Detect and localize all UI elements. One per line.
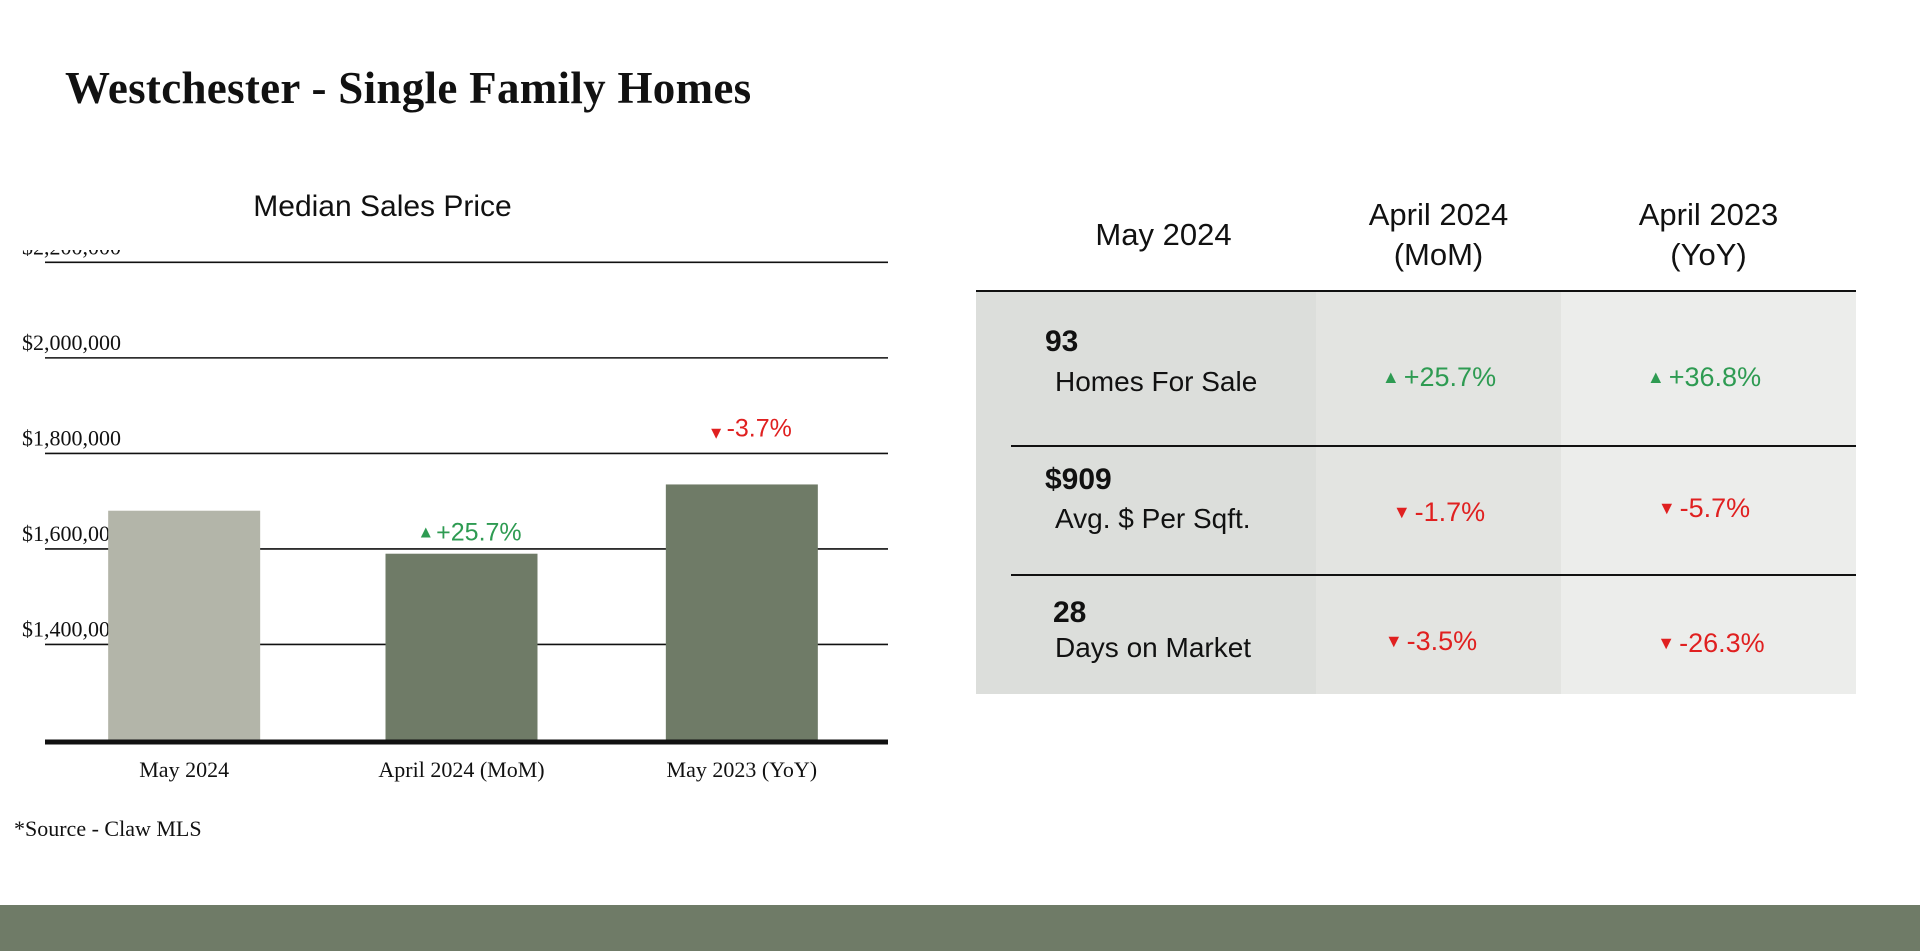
mom-change-text: +25.7% xyxy=(1403,362,1497,392)
yoy-change: ▲ +36.8% xyxy=(1604,362,1804,393)
column-header-current: May 2024 xyxy=(1011,180,1316,290)
chart-title: Median Sales Price xyxy=(253,190,512,223)
down-arrow-icon: ▼ xyxy=(1392,502,1411,522)
up-arrow-icon: ▲ xyxy=(1381,367,1400,387)
footer-band xyxy=(0,905,1920,951)
median-sales-price-chart: $2,200,000 $2,000,000 $1,800,000 $1,600,000… xyxy=(22,250,888,782)
comparison-table: May 2024 April 2024 (MoM) April 2023 (Yo… xyxy=(976,180,1856,694)
table-row-avg-price-per-sqft: $909 Avg. $ Per Sqft. ▼ -1.7% ▼ -5.7% xyxy=(976,447,1856,574)
delta-annotation-text: +25.7% xyxy=(436,519,522,547)
column-header-line: (YoY) xyxy=(1670,237,1747,272)
table-row-homes-for-sale: 93 Homes For Sale ▲ +25.7% ▲ +36.8% xyxy=(976,292,1856,445)
y-tick-label: $1,400,000 xyxy=(22,616,121,641)
y-tick-label: $1,600,000 xyxy=(22,521,121,546)
down-arrow-icon: ▼ xyxy=(1657,498,1676,518)
column-header-line: April 2023 xyxy=(1638,196,1779,232)
bar xyxy=(665,484,818,740)
x-category-label: May 2023 (YoY) xyxy=(667,757,818,782)
table-body: 93 Homes For Sale ▲ +25.7% ▲ +36.8% $909 A… xyxy=(976,290,1856,694)
page-title: Westchester - Single Family Homes xyxy=(65,63,752,113)
metric-value: 93 xyxy=(1045,325,1079,358)
bar xyxy=(385,553,538,740)
mom-column-background xyxy=(1316,292,1561,694)
down-arrow-icon: ▼ xyxy=(1384,631,1403,651)
column-header-yoy: April 2023 (YoY) xyxy=(1561,180,1856,290)
x-category-label: May 2024 xyxy=(139,757,229,782)
x-category-label: April 2024 (MoM) xyxy=(378,757,544,782)
metric-value: 28 xyxy=(1053,596,1087,629)
row-divider xyxy=(1011,574,1856,576)
mom-change: ▼ -3.5% xyxy=(1331,626,1531,657)
yoy-change-text: +36.8% xyxy=(1668,362,1762,392)
metric-label: Days on Market xyxy=(1055,632,1252,663)
row-divider xyxy=(1011,445,1856,447)
y-tick-label: $2,000,000 xyxy=(22,330,121,355)
yoy-change: ▼ -26.3% xyxy=(1611,628,1811,659)
column-header-mom: April 2024 (MoM) xyxy=(1316,180,1561,290)
mom-change: ▲ +25.7% xyxy=(1339,362,1539,393)
source-note: *Source - Claw MLS xyxy=(14,816,202,841)
table-header: May 2024 April 2024 (MoM) April 2023 (Yo… xyxy=(976,180,1856,290)
yoy-change-text: -26.3% xyxy=(1679,628,1765,658)
metric-label: Avg. $ Per Sqft. xyxy=(1055,503,1251,534)
bar xyxy=(108,510,261,740)
table-row-days-on-market: 28 Days on Market ▼ -3.5% ▼ -26.3% xyxy=(976,576,1856,694)
column-header-line: May 2024 xyxy=(1095,216,1232,252)
metric-value: $909 xyxy=(1045,463,1112,496)
down-arrow-icon: ▼ xyxy=(708,423,725,442)
up-arrow-icon: ▲ xyxy=(1646,367,1665,387)
y-tick-label: $1,800,000 xyxy=(22,425,121,450)
delta-annotation: ▼-3.7% xyxy=(708,414,792,442)
mom-change-text: -3.5% xyxy=(1406,626,1478,656)
mom-change-text: -1.7% xyxy=(1414,497,1486,527)
delta-annotation: ▲+25.7% xyxy=(417,519,521,547)
metric-label: Homes For Sale xyxy=(1055,366,1258,397)
column-header-line: (MoM) xyxy=(1393,237,1484,272)
mom-change: ▼ -1.7% xyxy=(1339,497,1539,528)
yoy-change: ▼ -5.7% xyxy=(1604,493,1804,524)
current-column-background xyxy=(976,292,1316,694)
y-tick-label: $2,200,000 xyxy=(22,250,121,259)
yoy-column-background xyxy=(1561,292,1856,694)
delta-annotation-text: -3.7% xyxy=(727,414,792,442)
up-arrow-icon: ▲ xyxy=(417,523,434,542)
down-arrow-icon: ▼ xyxy=(1657,633,1676,653)
column-header-line: April 2024 xyxy=(1368,196,1509,232)
yoy-change-text: -5.7% xyxy=(1679,493,1751,523)
